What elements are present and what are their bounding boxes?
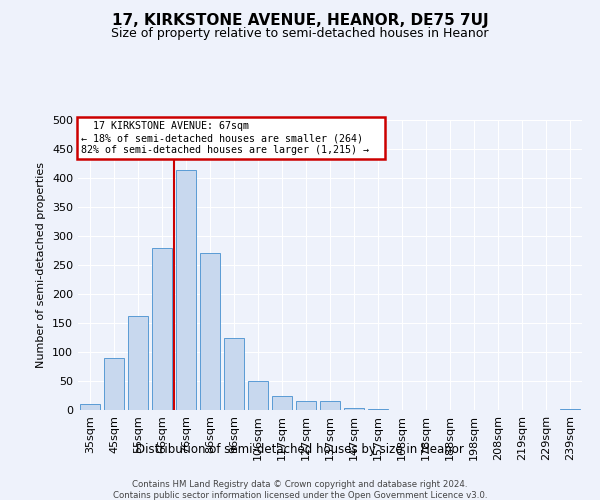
Bar: [368, 409, 388, 410]
Bar: [296, 402, 316, 410]
Text: Size of property relative to semi-detached houses in Heanor: Size of property relative to semi-detach…: [111, 28, 489, 40]
Bar: [560, 409, 580, 410]
Text: Contains public sector information licensed under the Open Government Licence v3: Contains public sector information licen…: [113, 491, 487, 500]
Text: 17, KIRKSTONE AVENUE, HEANOR, DE75 7UJ: 17, KIRKSTONE AVENUE, HEANOR, DE75 7UJ: [112, 12, 488, 28]
Bar: [200, 254, 220, 410]
Bar: [104, 358, 124, 410]
Bar: [272, 396, 292, 410]
Text: 17 KIRKSTONE AVENUE: 67sqm
← 18% of semi-detached houses are smaller (264)
82% o: 17 KIRKSTONE AVENUE: 67sqm ← 18% of semi…: [80, 122, 380, 154]
Bar: [224, 338, 244, 410]
Y-axis label: Number of semi-detached properties: Number of semi-detached properties: [37, 162, 46, 368]
Bar: [344, 408, 364, 410]
Bar: [176, 170, 196, 410]
Bar: [248, 381, 268, 410]
Bar: [80, 404, 100, 410]
Bar: [320, 402, 340, 410]
Text: Distribution of semi-detached houses by size in Heanor: Distribution of semi-detached houses by …: [136, 442, 464, 456]
Bar: [152, 248, 172, 410]
Bar: [128, 316, 148, 410]
Text: Contains HM Land Registry data © Crown copyright and database right 2024.: Contains HM Land Registry data © Crown c…: [132, 480, 468, 489]
